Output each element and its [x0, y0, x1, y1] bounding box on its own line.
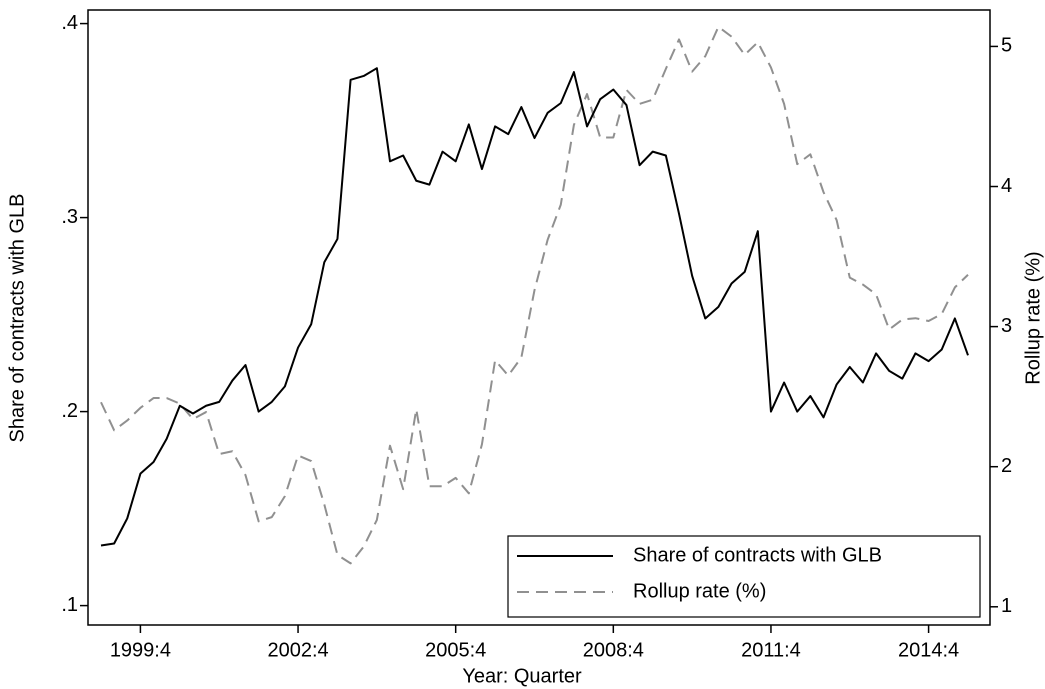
x-tick-label: 2008:4 [583, 639, 644, 661]
x-tick-label: 1999:4 [110, 639, 171, 661]
legend-box [507, 535, 981, 618]
x-tick-label: 2002:4 [267, 639, 328, 661]
y2-tick-label: 5 [1001, 35, 1012, 57]
y-tick-label: .3 [61, 206, 78, 228]
plot-frame [87, 9, 991, 626]
y2-axis-title: Rollup rate (%) [1022, 251, 1044, 384]
y-tick-label: .1 [61, 594, 78, 616]
legend-label: Share of contracts with GLB [633, 544, 882, 566]
y2-tick-label: 1 [1001, 595, 1012, 617]
series-line [100, 25, 969, 565]
x-tick-label: 2014:4 [898, 639, 959, 661]
y-tick-label: .2 [61, 400, 78, 422]
legend-label: Rollup rate (%) [633, 580, 766, 602]
x-axis-title: Year: Quarter [462, 665, 582, 687]
series-line [100, 67, 969, 547]
y-tick-label: .4 [61, 12, 78, 34]
y2-tick-label: 2 [1001, 455, 1012, 477]
y2-tick-label: 4 [1001, 175, 1012, 197]
x-tick-label: 2011:4 [741, 639, 801, 661]
y-axis-title: Share of contracts with GLB [6, 193, 28, 442]
x-tick-label: 2005:4 [425, 639, 486, 661]
y2-tick-label: 3 [1001, 315, 1012, 337]
